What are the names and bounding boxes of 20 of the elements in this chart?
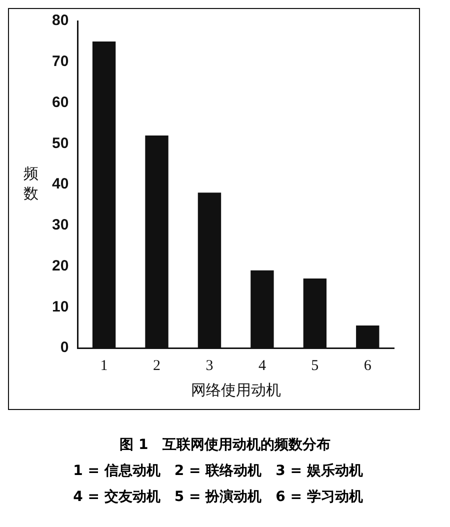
x-tick-label: 5 — [311, 358, 319, 374]
y-axis-title: 频数 — [24, 164, 38, 202]
x-tick-label: 3 — [206, 358, 214, 374]
x-tick-label: 1 — [100, 358, 108, 374]
y-tick-label: 80 — [52, 12, 69, 30]
x-tick-label: 2 — [153, 358, 161, 374]
x-axis-title: 网络使用动机 — [190, 380, 281, 399]
y-tick-label: 20 — [52, 257, 69, 274]
y-tick-label: 40 — [52, 176, 69, 193]
x-tick-label: 4 — [258, 358, 266, 374]
y-tick-label: 0 — [60, 339, 69, 356]
text: 图 1 互联网使用动机的频数分布 — [118, 436, 332, 454]
y-tick-label: 10 — [52, 298, 69, 316]
x-tick-label: 6 — [364, 358, 372, 374]
y-tick-label: 60 — [52, 94, 69, 111]
text: 1 = 信息动机 2 = 联络动机 3 = 娱乐动机 — [72, 462, 364, 480]
y-tick-label: 30 — [52, 216, 69, 234]
y-tick-label: 50 — [52, 134, 69, 152]
y-tick-label: 70 — [52, 53, 69, 70]
text: 4 = 交友动机 5 = 扮演动机 6 = 学习动机 — [72, 488, 364, 506]
